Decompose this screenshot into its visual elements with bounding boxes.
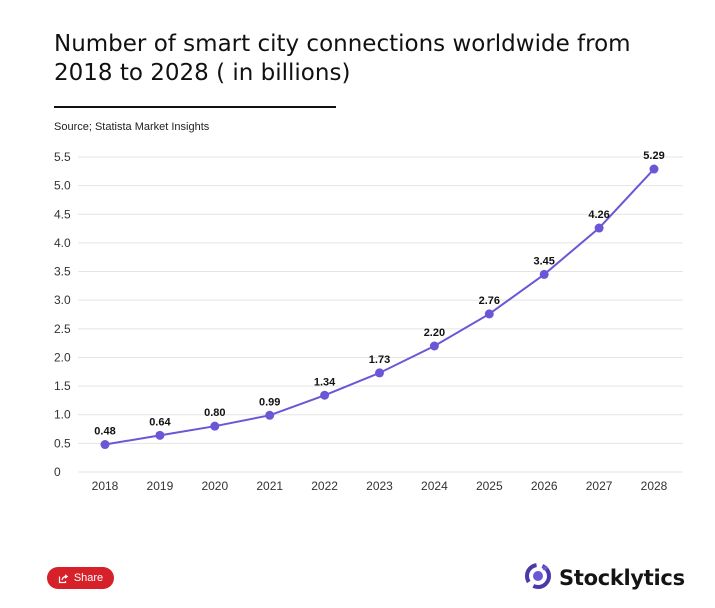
x-tick-label: 2025 xyxy=(476,479,503,493)
data-label: 5.29 xyxy=(643,150,664,162)
data-label: 3.45 xyxy=(533,255,554,267)
x-tick-label: 2023 xyxy=(366,479,393,493)
data-label: 1.34 xyxy=(314,376,336,388)
y-tick-label: 1.0 xyxy=(54,408,71,422)
data-point xyxy=(320,390,330,400)
y-tick-label: 2.0 xyxy=(54,350,71,364)
share-icon xyxy=(58,573,69,584)
x-tick-label: 2021 xyxy=(256,479,283,493)
x-tick-label: 2026 xyxy=(531,479,558,493)
y-tick-label: 4.0 xyxy=(54,236,71,250)
y-tick-label: 0 xyxy=(54,465,61,479)
share-button[interactable]: Share xyxy=(47,567,114,589)
data-point xyxy=(594,223,604,233)
series-line xyxy=(104,168,655,446)
data-point xyxy=(100,440,110,450)
data-point xyxy=(484,309,494,319)
title-divider xyxy=(54,106,336,108)
data-label: 4.26 xyxy=(588,209,609,221)
data-point xyxy=(265,410,275,420)
y-tick-label: 3.5 xyxy=(54,265,71,279)
stocklytics-logo-icon xyxy=(523,561,553,596)
y-tick-label: 2.5 xyxy=(54,322,71,336)
y-tick-label: 5.0 xyxy=(54,179,71,193)
data-label: 2.76 xyxy=(479,295,500,307)
y-tick-label: 1.5 xyxy=(54,379,71,393)
data-point xyxy=(649,164,659,174)
x-tick-label: 2020 xyxy=(201,479,228,493)
share-label: Share xyxy=(73,572,104,584)
x-tick-label: 2022 xyxy=(311,479,338,493)
data-point xyxy=(155,430,165,440)
data-point xyxy=(429,341,439,351)
y-tick-label: 0.5 xyxy=(54,436,71,450)
chart-title: Number of smart city connections worldwi… xyxy=(54,31,631,86)
data-point xyxy=(539,269,549,279)
data-label: 2.20 xyxy=(424,327,445,339)
brand-name: Stocklytics xyxy=(559,566,685,590)
x-tick-label: 2019 xyxy=(147,479,174,493)
data-label: 1.73 xyxy=(369,354,390,366)
data-point xyxy=(375,368,384,378)
data-label: 0.48 xyxy=(94,426,115,438)
data-label: 0.80 xyxy=(204,407,225,419)
x-tick-label: 2028 xyxy=(641,479,668,493)
y-tick-label: 4.5 xyxy=(54,207,71,221)
brand-logo[interactable]: Stocklytics xyxy=(523,562,685,594)
source-note: Source; Statista Market Insights xyxy=(54,121,210,133)
data-label: 0.64 xyxy=(149,416,171,428)
y-tick-label: 3.0 xyxy=(54,293,71,307)
data-label: 0.99 xyxy=(259,396,280,408)
x-tick-label: 2027 xyxy=(586,479,613,493)
data-point xyxy=(210,421,220,431)
x-tick-label: 2024 xyxy=(421,479,448,493)
line-chart: 0 0.5 1.0 1.5 2.0 2.5 3.0 3.5 4.0 4.5 5.0 5.5 2018 20… xyxy=(54,150,683,493)
x-tick-label: 2018 xyxy=(92,479,119,493)
y-tick-label: 5.5 xyxy=(54,150,71,164)
